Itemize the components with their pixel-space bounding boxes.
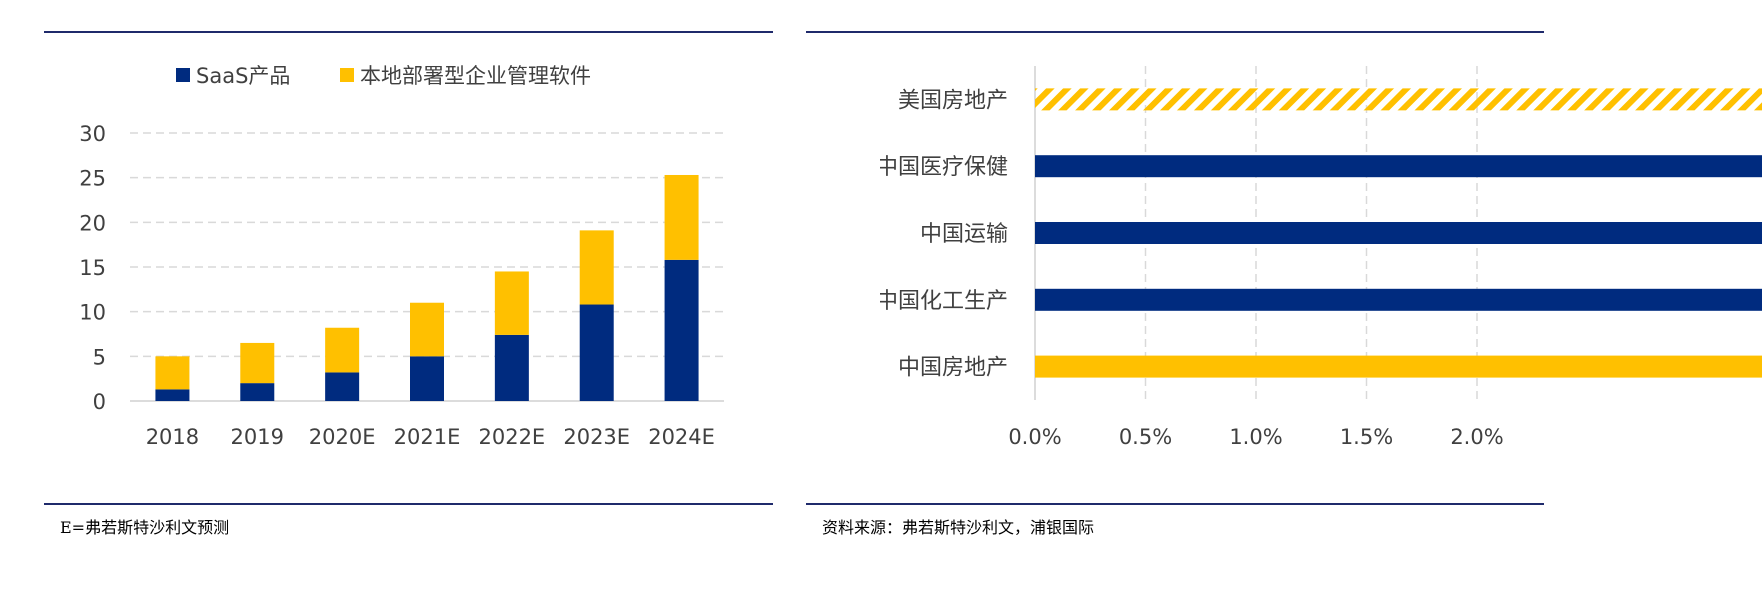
bar-segment — [664, 259, 699, 401]
bar — [1035, 288, 1762, 311]
x-tick-label: 2022E — [478, 425, 545, 449]
x-tick-label: 2024E — [648, 425, 715, 449]
bar-segment — [325, 372, 360, 401]
bar-segment — [155, 389, 190, 401]
bar-segment — [410, 302, 444, 357]
x-tick-label: 2.0% — [1450, 425, 1503, 449]
footnote: 资料来源：弗若斯特沙利文，浦银国际 — [822, 518, 1095, 537]
x-tick-label: 2021E — [394, 425, 461, 449]
y-tick-label: 0 — [93, 390, 106, 414]
y-tick-label: 10 — [79, 301, 106, 325]
x-tick-label: 2019 — [231, 425, 284, 449]
bottom-rule — [44, 503, 773, 505]
bar-segment — [579, 230, 614, 305]
category-label: 中国医疗保健 — [880, 155, 1008, 180]
legend-swatch — [176, 68, 190, 82]
category-label: 中国房地产 — [898, 356, 1008, 381]
y-tick-label: 30 — [79, 122, 106, 146]
x-tick-label: 0.5% — [1119, 425, 1172, 449]
x-tick-label: 2023E — [563, 425, 630, 449]
horizontal-bar-chart: 0.0% 0.5% 1.0% 1.5% 2.0% 美国房地产中国医疗保健中国运输中国化工生… — [880, 66, 1762, 449]
bar-segment — [240, 383, 275, 401]
x-tick-label: 0.0% — [1008, 425, 1061, 449]
y-tick-label: 25 — [79, 167, 106, 191]
bar-segment — [410, 356, 444, 401]
x-tick-label: 2018 — [146, 425, 199, 449]
x-tick-label: 1.5% — [1340, 425, 1393, 449]
bottom-rule — [806, 503, 1544, 505]
x-tick-label: 2020E — [309, 425, 376, 449]
bar-segment — [494, 271, 529, 335]
bar-segment — [155, 356, 190, 390]
y-tick-label: 5 — [93, 345, 106, 369]
bar — [1035, 88, 1762, 111]
y-tick-label: 15 — [79, 256, 106, 280]
legend-label: SaaS产品 — [196, 64, 290, 88]
x-tick-label: 1.0% — [1229, 425, 1282, 449]
category-label: 中国运输 — [920, 222, 1008, 247]
bar — [1035, 355, 1762, 378]
category-label: 中国化工生产 — [880, 289, 1008, 314]
y-tick-label: 20 — [79, 211, 106, 235]
bar-segment — [579, 304, 614, 401]
stacked-bar-chart: SaaS产品 本地部署型企业管理软件 0 5 10 15 20 25 30 2018 2019 202… — [79, 64, 724, 449]
left-panel: SaaS产品 本地部署型企业管理软件 0 5 10 15 20 25 30 2018 2019 202… — [0, 0, 880, 608]
legend-swatch — [340, 68, 354, 82]
bar-segment — [494, 334, 529, 401]
top-rule — [806, 31, 1544, 33]
bar-segment — [240, 342, 275, 384]
top-rule — [44, 31, 773, 33]
footnote: E=弗若斯特沙利文预测 — [60, 518, 230, 537]
bar — [1035, 155, 1762, 178]
bar-segment — [325, 327, 360, 373]
legend-label: 本地部署型企业管理软件 — [360, 64, 591, 88]
bar-segment — [664, 174, 699, 260]
bar — [1035, 222, 1762, 244]
right-panel: 0.0% 0.5% 1.0% 1.5% 2.0% 美国房地产中国医疗保健中国运输中国化工生… — [806, 0, 1762, 608]
category-label: 美国房地产 — [898, 88, 1008, 113]
